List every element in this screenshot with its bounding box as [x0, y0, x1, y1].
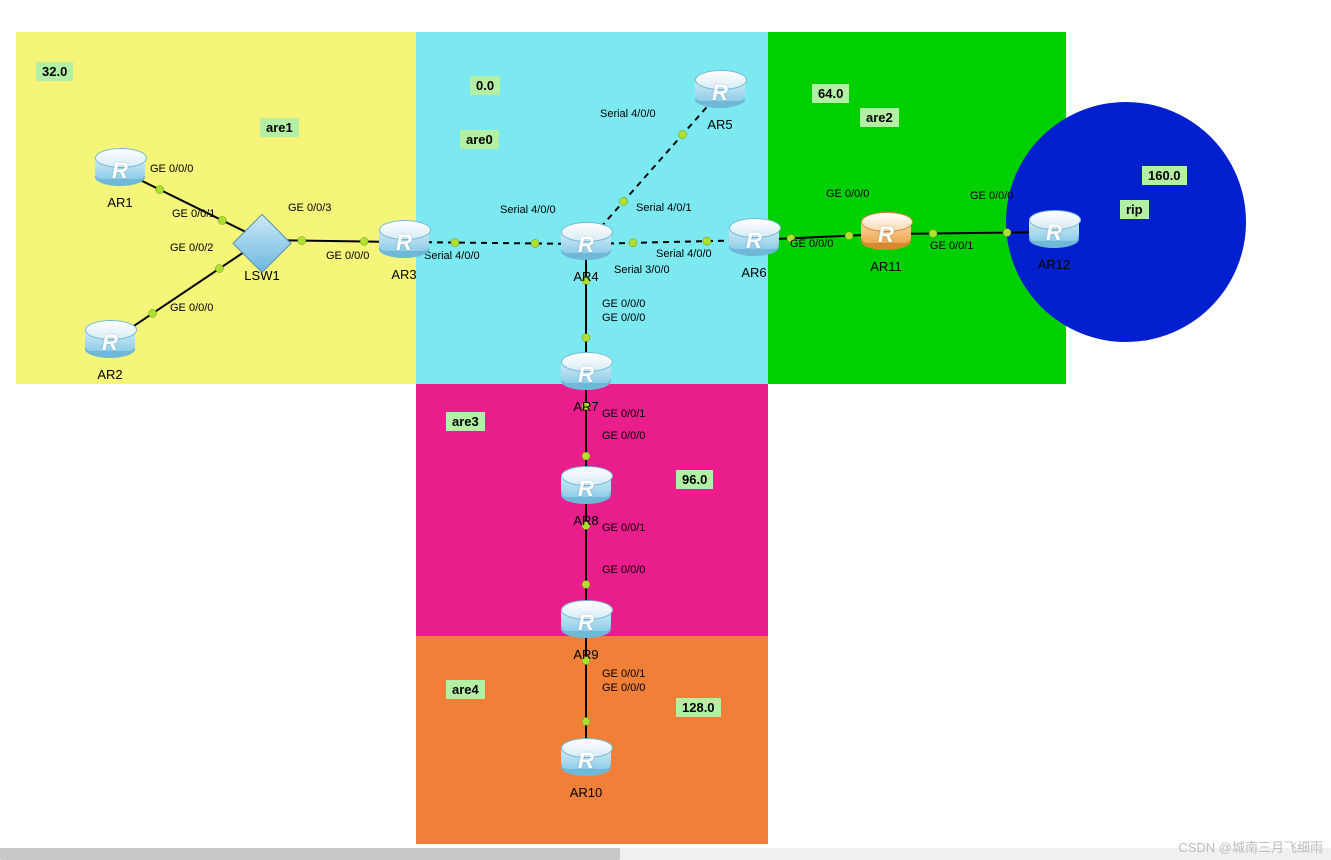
interface-label: Serial 4/0/0 [500, 204, 556, 216]
router-icon: R [561, 738, 611, 783]
router-icon: R [561, 600, 611, 645]
node-AR3[interactable]: R AR3 [374, 220, 434, 282]
node-label: AR5 [690, 117, 750, 132]
area-label-area1: are1 [260, 118, 299, 137]
area-label-rip: rip [1120, 200, 1149, 219]
horizontal-scrollbar[interactable] [0, 848, 1331, 860]
interface-label: GE 0/0/0 [170, 302, 213, 314]
interface-label: GE 0/0/0 [150, 163, 193, 175]
area-label-area4: are4 [446, 680, 485, 699]
interface-label: Serial 4/0/1 [636, 202, 692, 214]
interface-label: GE 0/0/0 [602, 430, 645, 442]
router-icon: R [95, 148, 145, 193]
area-label-area2: are2 [860, 108, 899, 127]
interface-label: GE 0/0/1 [172, 208, 215, 220]
node-AR12[interactable]: R AR12 [1024, 210, 1084, 272]
node-label: AR1 [90, 195, 150, 210]
router-icon: R [85, 320, 135, 365]
node-AR11[interactable]: R AR11 [856, 212, 916, 274]
interface-label: GE 0/0/1 [602, 668, 645, 680]
area-badge-area0: 0.0 [470, 76, 500, 95]
node-label: AR12 [1024, 257, 1084, 272]
node-AR6[interactable]: R AR6 [724, 218, 784, 280]
interface-label: GE 0/0/0 [970, 190, 1013, 202]
interface-label: GE 0/0/0 [826, 188, 869, 200]
node-AR8[interactable]: R AR8 [556, 466, 616, 528]
interface-label: GE 0/0/0 [602, 312, 645, 324]
interface-label: GE 0/0/0 [326, 250, 369, 262]
interface-label: GE 0/0/0 [602, 564, 645, 576]
interface-label: GE 0/0/0 [790, 238, 833, 250]
router-icon: R [729, 218, 779, 263]
router-icon: R [379, 220, 429, 265]
area-badge-rip: 160.0 [1142, 166, 1187, 185]
router-icon: R [561, 466, 611, 511]
area-badge-area4: 128.0 [676, 698, 721, 717]
router-icon: R [861, 212, 911, 257]
interface-label: Serial 3/0/0 [614, 264, 670, 276]
node-AR1[interactable]: R AR1 [90, 148, 150, 210]
router-icon: R [1029, 210, 1079, 255]
router-icon: R [695, 70, 745, 115]
node-label: AR11 [856, 259, 916, 274]
node-AR5[interactable]: R AR5 [690, 70, 750, 132]
area-badge-area1: 32.0 [36, 62, 73, 81]
node-AR9[interactable]: R AR9 [556, 600, 616, 662]
node-label: AR6 [724, 265, 784, 280]
node-label: AR9 [556, 647, 616, 662]
node-LSW1[interactable]: LSW1 [232, 218, 292, 283]
topology-canvas: are1 32.0 are0 0.0 are2 64.0 are3 96.0 are4 128.0… [0, 0, 1331, 860]
interface-label: Serial 4/0/0 [656, 248, 712, 260]
node-AR2[interactable]: R AR2 [80, 320, 140, 382]
interface-label: GE 0/0/0 [602, 682, 645, 694]
area-label-area0: are0 [460, 130, 499, 149]
node-label: AR7 [556, 399, 616, 414]
interface-label: GE 0/0/0 [602, 298, 645, 310]
router-icon: R [561, 352, 611, 397]
node-label: AR3 [374, 267, 434, 282]
watermark-text: CSDN @城南三月飞细雨 [1178, 837, 1323, 856]
interface-label: GE 0/0/1 [930, 240, 973, 252]
area-label-area3: are3 [446, 412, 485, 431]
area-badge-area3: 96.0 [676, 470, 713, 489]
node-AR7[interactable]: R AR7 [556, 352, 616, 414]
node-label: AR2 [80, 367, 140, 382]
switch-icon [228, 208, 296, 276]
node-label: AR8 [556, 513, 616, 528]
area-area1 [16, 32, 416, 384]
interface-label: GE 0/0/2 [170, 242, 213, 254]
node-AR4[interactable]: R AR4 [556, 222, 616, 284]
interface-label: GE 0/0/3 [288, 202, 331, 214]
interface-label: Serial 4/0/0 [600, 108, 656, 120]
scrollbar-thumb[interactable] [0, 848, 620, 860]
node-AR10[interactable]: R AR10 [556, 738, 616, 800]
node-label: AR4 [556, 269, 616, 284]
router-icon: R [561, 222, 611, 267]
area-badge-area2: 64.0 [812, 84, 849, 103]
node-label: AR10 [556, 785, 616, 800]
